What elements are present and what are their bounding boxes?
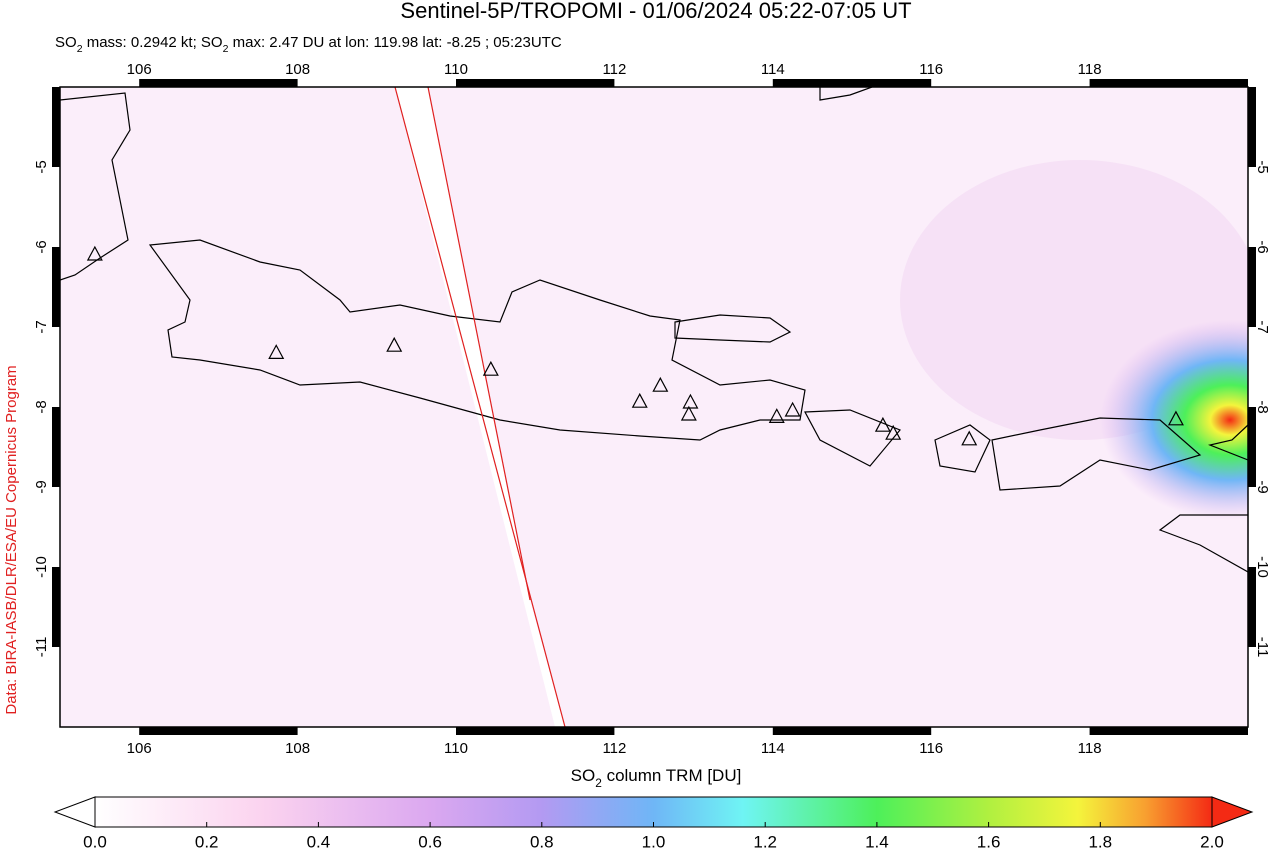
- coast-java: [148, 239, 806, 441]
- x-tick-label: 112: [602, 740, 626, 757]
- subscript: 2: [223, 43, 229, 55]
- y-tick-label: -9: [1254, 480, 1271, 493]
- volcano: [961, 430, 978, 446]
- x-tick-label: 116: [919, 61, 943, 78]
- swath-edge: [427, 87, 531, 601]
- frame-band: [1248, 247, 1256, 327]
- y-tick-label: -11: [33, 637, 50, 658]
- colorbar-tick-label: 1.4: [865, 832, 889, 851]
- volcano: [768, 408, 785, 423]
- volcano: [631, 392, 648, 408]
- credit: Data: BIRA-IASB/DLR/ESA/EU Copernicus Pr…: [3, 365, 20, 714]
- colorbar-tick-label: 1.8: [1088, 832, 1112, 851]
- volcano: [1167, 410, 1184, 426]
- y-tick-label: -5: [33, 160, 50, 173]
- y-tick-label: -11: [1254, 637, 1271, 658]
- colorbar-tick-label: 1.6: [977, 832, 1001, 851]
- colorbar-tick-label: 0.8: [530, 832, 554, 851]
- volcano: [784, 401, 801, 417]
- x-tick-label: 108: [285, 740, 310, 757]
- frame-band: [139, 79, 298, 87]
- coast-sumbawa: [991, 417, 1202, 491]
- x-tick-label: 118: [1078, 740, 1102, 757]
- volcano: [482, 360, 499, 376]
- frame-band: [1248, 407, 1256, 487]
- x-tick-label: 110: [444, 740, 468, 757]
- plume: [1100, 320, 1248, 520]
- volcano: [680, 405, 697, 421]
- swath-edge: [394, 87, 566, 727]
- colorbar-under: [53, 796, 96, 828]
- frame-band: [52, 567, 60, 647]
- title: Sentinel-5P/TROPOMI - 01/06/2024 05:22-0…: [400, 0, 911, 23]
- y-tick-label: -6: [1254, 240, 1271, 253]
- frame-band: [139, 727, 298, 735]
- colorbar-tick-label: 2.0: [1200, 832, 1224, 851]
- coast-sumba: [1158, 514, 1248, 573]
- frame-band: [1248, 567, 1256, 647]
- frame-band: [456, 727, 615, 735]
- y-tick-label: -8: [33, 400, 50, 413]
- y-tick-label: -7: [1254, 320, 1271, 333]
- coast-madura: [674, 314, 792, 343]
- frame-band: [772, 79, 932, 87]
- subscript: 2: [77, 43, 83, 55]
- colorbar-tick-label: 0.2: [195, 832, 219, 851]
- volcano: [386, 336, 403, 352]
- frame-band: [52, 407, 60, 487]
- subscript: 2: [595, 776, 602, 790]
- volcano: [268, 344, 285, 359]
- text-part: SO: [55, 34, 77, 51]
- y-tick-label: -8: [1254, 400, 1271, 413]
- x-tick-label: 106: [127, 740, 152, 757]
- y-tick-label: -10: [33, 556, 50, 578]
- coast-sumatra: [60, 92, 131, 281]
- y-tick-label: -7: [33, 320, 50, 333]
- y-tick-label: -10: [1254, 556, 1271, 578]
- colorbar-tick-label: 1.0: [642, 832, 666, 851]
- text-part: column TRM [DU]: [602, 766, 742, 785]
- frame-band: [1248, 87, 1256, 167]
- x-tick-label: 114: [761, 61, 785, 78]
- x-tick-label: 106: [127, 61, 152, 78]
- frame-band: [52, 247, 60, 327]
- x-tick-label: 112: [602, 61, 626, 78]
- text-part: mass: 0.2942 kt; SO: [83, 34, 223, 51]
- x-tick-label: 110: [444, 61, 468, 78]
- volcano: [682, 393, 699, 409]
- colorbar-over: [1211, 796, 1254, 828]
- text-part: SO: [571, 766, 596, 785]
- x-tick-label: 114: [761, 740, 785, 757]
- volcano: [86, 245, 103, 261]
- x-tick-label: 116: [919, 740, 943, 757]
- coast-lombok: [934, 424, 991, 473]
- volcano: [874, 416, 891, 432]
- frame-band: [1089, 727, 1248, 735]
- coast-bali: [804, 409, 901, 467]
- frame-band: [772, 727, 932, 735]
- volcano: [885, 424, 902, 440]
- frame-band: [52, 87, 60, 167]
- colorbar-tick-label: 0.0: [83, 832, 107, 851]
- subtitle: SO2 mass: 0.2942 kt; SO2 max: 2.47 DU at…: [55, 34, 562, 55]
- text-part: max: 2.47 DU at lon: 119.98 lat: -8.25 ;…: [228, 34, 561, 51]
- colorbar-tick-label: 0.6: [418, 832, 442, 851]
- y-tick-label: -5: [1254, 160, 1271, 173]
- coast-borneo: [819, 87, 873, 101]
- colorbar-tick-label: 0.4: [307, 832, 331, 851]
- map-area: [60, 87, 1248, 727]
- coast-flores: [1207, 424, 1248, 461]
- volcano: [652, 376, 669, 392]
- colorbar-label: SO2 column TRM [DU]: [571, 766, 742, 790]
- y-tick-label: -9: [33, 480, 50, 493]
- y-tick-label: -6: [33, 240, 50, 253]
- colorbar-tick-label: 1.2: [753, 832, 777, 851]
- x-tick-label: 118: [1078, 61, 1102, 78]
- frame-band: [456, 79, 615, 87]
- frame-band: [1089, 79, 1248, 87]
- x-tick-label: 108: [285, 61, 310, 78]
